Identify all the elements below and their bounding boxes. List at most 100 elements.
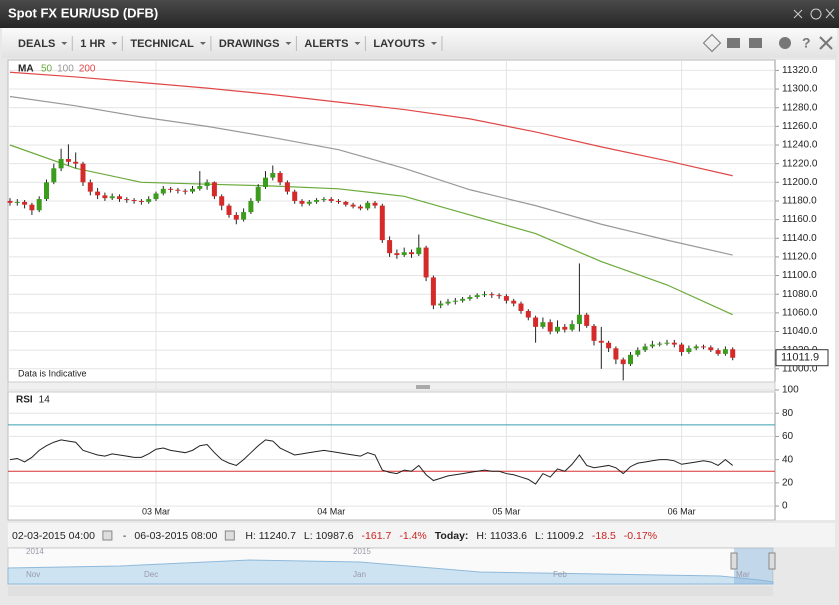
candle-body	[423, 247, 429, 278]
candle-body	[365, 202, 371, 209]
candle-body	[299, 200, 305, 204]
candle-body	[175, 189, 181, 191]
candle-body	[394, 253, 400, 256]
scrollbar[interactable]	[8, 586, 773, 596]
dropdown-arrow	[430, 42, 437, 45]
candle-body	[131, 200, 137, 202]
candle-body	[190, 188, 195, 192]
candle-body	[569, 324, 575, 330]
candle-body	[7, 200, 13, 203]
navigator-label: Dec	[144, 570, 158, 579]
candle-body	[36, 199, 42, 211]
rsi-line	[9, 439, 734, 485]
candle-body	[533, 317, 539, 327]
moving-average	[9, 71, 733, 177]
window-title: Spot FX EUR/USD (DFB)	[8, 5, 158, 20]
candle-body	[277, 172, 283, 183]
y-tick-label: 11220.0	[782, 158, 818, 169]
candle-body	[65, 158, 71, 162]
legend-item[interactable]: 200	[79, 64, 96, 75]
y-tick-label: 100	[782, 385, 799, 396]
y-tick-label: 11160.0	[782, 214, 817, 225]
candle-body	[357, 206, 363, 209]
dropdown-arrow	[61, 42, 68, 45]
candle-body	[73, 161, 79, 164]
x-tick-label: 03 Mar	[142, 506, 170, 516]
calendar-icon[interactable]	[224, 530, 235, 541]
candle-body	[270, 172, 276, 178]
candle-body	[182, 190, 188, 192]
x-tick-label: 06 Mar	[668, 506, 696, 516]
candle-body	[540, 322, 546, 327]
toolbar-menu[interactable]: TECHNICAL	[130, 38, 194, 50]
candle-body	[109, 196, 115, 199]
legend-item[interactable]: 100	[57, 64, 74, 75]
candle-body	[14, 201, 20, 203]
y-tick-label: 11000.0	[782, 363, 818, 374]
candle-body	[591, 325, 597, 341]
candle-body	[292, 191, 298, 201]
y-tick-label: 11240.0	[782, 140, 818, 151]
navigator-window[interactable]	[734, 548, 773, 584]
toolbar-menu[interactable]: DRAWINGS	[219, 38, 280, 50]
x-tick-label: 05 Mar	[492, 506, 520, 516]
window-controls[interactable]	[793, 8, 835, 20]
candle-body	[328, 199, 334, 201]
toolbar-menu[interactable]: 1 HR	[80, 38, 105, 50]
dropdown-arrow	[111, 42, 118, 45]
navigator-handle[interactable]	[730, 552, 738, 570]
toolbar-menu[interactable]: DEALS	[18, 38, 55, 50]
footer-today: Today:	[435, 530, 469, 542]
candle-body	[241, 212, 247, 220]
toolbar-icons[interactable]: ?	[702, 33, 833, 53]
y-tick-label: 40	[782, 454, 794, 465]
candle-body	[211, 182, 217, 197]
candle-body	[671, 342, 677, 345]
navigator-handle[interactable]	[768, 552, 776, 570]
candle-body	[401, 252, 407, 256]
candle-body	[730, 349, 736, 358]
candle-body	[219, 196, 225, 206]
y-tick-label: 11060.0	[782, 307, 818, 318]
candle-body	[336, 200, 341, 202]
candle-body	[460, 298, 466, 301]
candle-body	[124, 199, 130, 201]
candle-body	[29, 204, 35, 211]
navigator-area	[7, 559, 774, 585]
dropdown-arrow	[354, 42, 361, 45]
candle-body	[379, 205, 385, 241]
toolbar-menu[interactable]: ALERTS	[304, 38, 348, 50]
candle-body	[22, 201, 28, 205]
y-tick-label: 11280.0	[782, 102, 818, 113]
candle-body	[409, 252, 414, 255]
navigator-label: Jan	[353, 570, 366, 579]
candle-body	[87, 182, 93, 192]
navigator-label: 2015	[353, 547, 371, 556]
footer-high: H: 11240.7	[245, 530, 296, 542]
candle-body	[489, 294, 495, 296]
candle-body	[146, 199, 152, 202]
toolbar-menu[interactable]: LAYOUTS	[373, 38, 425, 50]
footer-change-pct: -1.4%	[399, 530, 426, 542]
candle-body	[474, 295, 480, 298]
legend-item[interactable]: 50	[41, 64, 53, 75]
panel-title: RSI	[16, 395, 33, 406]
moving-average	[9, 95, 733, 256]
candle-body	[613, 348, 619, 360]
candle-body	[452, 300, 458, 302]
toolbar	[2, 28, 837, 58]
splitter-grip[interactable]	[416, 385, 430, 389]
candle-body	[686, 348, 692, 353]
candle-body	[584, 314, 590, 326]
footer-dash: -	[123, 530, 127, 542]
candle-body	[511, 300, 517, 304]
candle-body	[503, 296, 509, 301]
calendar-icon[interactable]	[102, 530, 113, 541]
candle-body	[117, 196, 122, 200]
panel-splitter[interactable]	[7, 381, 776, 393]
footer-today-high: H: 11033.6	[476, 530, 527, 542]
candle-body	[372, 202, 378, 206]
navigator-label: Feb	[553, 570, 567, 579]
navigator-label: Nov	[26, 570, 40, 579]
moving-average	[9, 144, 733, 316]
